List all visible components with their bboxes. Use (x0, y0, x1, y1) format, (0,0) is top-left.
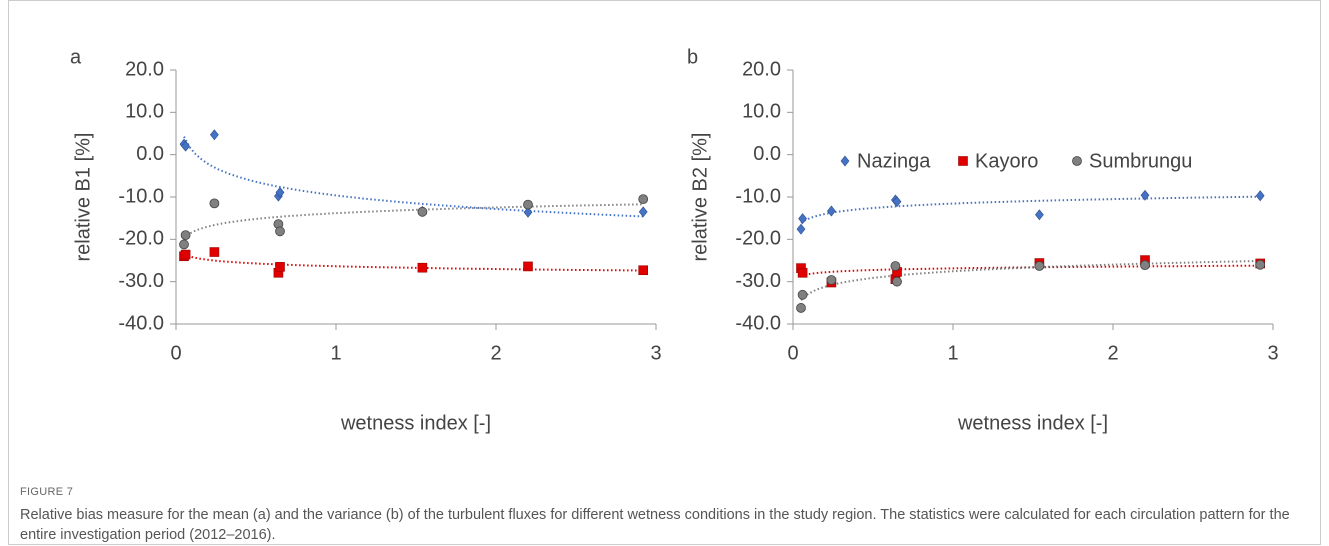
point (275, 262, 285, 272)
point (797, 267, 808, 278)
y-axis-label: relative B1 [%] (72, 133, 94, 262)
point (180, 249, 191, 260)
y-tick-label: -30.0 (118, 270, 164, 292)
panel-label: b (687, 46, 698, 68)
figure-border (8, 0, 1321, 545)
x-tick-label: 3 (650, 342, 661, 364)
point (1255, 259, 1266, 270)
point (523, 199, 533, 210)
point (1035, 209, 1044, 221)
point (826, 275, 837, 285)
x-tick-label: 1 (947, 342, 958, 364)
legend-marker (1072, 156, 1082, 166)
y-tick-label: -40.0 (118, 312, 164, 334)
point (209, 198, 220, 209)
y-tick-label: -10.0 (735, 185, 781, 207)
y-tick-label: -20.0 (118, 228, 164, 250)
x-tick-label: 0 (170, 342, 181, 364)
point (638, 206, 648, 218)
trend-line (183, 203, 644, 239)
y-tick-label: -20.0 (735, 228, 781, 250)
legend-marker (958, 156, 968, 166)
point (638, 194, 649, 205)
point (638, 265, 649, 276)
y-tick-label: 10.0 (125, 101, 164, 123)
point (827, 205, 836, 217)
x-tick-label: 2 (1107, 342, 1118, 364)
trend-line (800, 264, 1261, 277)
point (523, 206, 533, 218)
point (523, 261, 533, 272)
point (180, 230, 191, 241)
x-tick-label: 2 (490, 342, 501, 364)
y-tick-label: -10.0 (118, 185, 164, 207)
y-tick-label: 20.0 (742, 58, 781, 80)
point (892, 196, 902, 208)
point (181, 140, 190, 152)
point (892, 276, 902, 287)
trend-line (800, 195, 1261, 224)
point (1140, 189, 1150, 201)
y-tick-label: -40.0 (735, 312, 781, 334)
legend-label: Nazinga (857, 150, 931, 172)
legend-marker (840, 155, 850, 167)
point (890, 261, 901, 271)
point (210, 129, 219, 141)
y-tick-label: 20.0 (125, 58, 164, 80)
x-axis-label: wetness index [-] (957, 412, 1108, 434)
x-tick-label: 1 (330, 342, 341, 364)
point (179, 239, 189, 250)
x-tick-label: 3 (1267, 342, 1278, 364)
y-tick-label: 10.0 (742, 101, 781, 123)
trend-line (800, 260, 1261, 301)
point (797, 289, 808, 300)
point (1034, 261, 1045, 271)
point (275, 226, 285, 237)
point (275, 186, 285, 198)
point (1140, 260, 1150, 271)
point (417, 206, 428, 217)
y-tick-label: 0.0 (753, 143, 781, 165)
x-axis-label: wetness index [-] (340, 412, 491, 434)
trend-line (183, 253, 644, 272)
legend-label: Sumbrungu (1089, 150, 1192, 172)
point (798, 213, 807, 225)
point (796, 303, 806, 313)
y-tick-label: 0.0 (136, 143, 164, 165)
legend-label: Kayoro (975, 150, 1038, 172)
point (1255, 190, 1265, 202)
y-axis-label: relative B2 [%] (689, 133, 711, 262)
figure-label: FIGURE 7 (20, 486, 74, 498)
trend-line (183, 136, 644, 218)
x-tick-label: 0 (787, 342, 798, 364)
point (417, 262, 428, 273)
point (209, 247, 220, 257)
panel-label: a (70, 46, 82, 68)
figure-caption: Relative bias measure for the mean (a) a… (20, 507, 1290, 543)
y-tick-label: -30.0 (735, 270, 781, 292)
point (796, 223, 806, 235)
